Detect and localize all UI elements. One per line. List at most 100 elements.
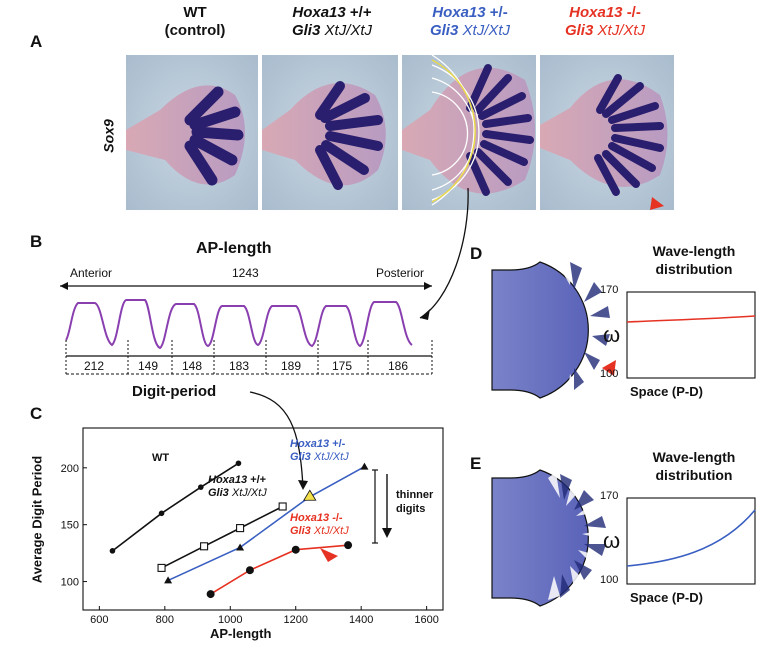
data-point	[158, 510, 165, 517]
genotype: XtJ/XtJ	[313, 525, 349, 537]
genotype: +/-	[332, 438, 346, 450]
genotype: /Xt	[346, 22, 365, 39]
data-point	[235, 460, 242, 467]
chart-x-axis-label: AP-length	[210, 626, 272, 641]
period-value: 189	[281, 359, 302, 373]
series-label-ko: Hoxa13 -/- Gli3 XtJ/XtJ	[290, 512, 349, 538]
annotation-line: digits	[396, 503, 426, 515]
wavelength-title-e: Wave-length distribution	[634, 448, 754, 484]
series-line-0	[111, 462, 239, 552]
genotype: J	[364, 22, 373, 39]
total-length-label: 1243	[232, 266, 259, 280]
limb-photo-wt	[126, 55, 258, 210]
gene-name: Hoxa13	[569, 4, 623, 21]
series-line-3	[210, 544, 349, 595]
panel-b-profile	[60, 282, 433, 375]
digit-period-arrow	[249, 391, 304, 489]
genotype: J	[502, 22, 511, 39]
panel-letter-c: C	[30, 404, 43, 423]
header-wt-line2: (control)	[164, 22, 226, 39]
omega-label-d: ω	[603, 322, 621, 347]
header-hoxa13-mm: Hoxa13 -/- Gli3 XtJ/XtJ	[535, 4, 675, 40]
limb-photo-hoxa13-mm	[540, 55, 674, 210]
gene-name: Hoxa13	[432, 4, 486, 21]
wavelength-line-d	[626, 315, 756, 323]
left-arrowhead-icon	[60, 282, 68, 290]
chart-y-axis-label: Average Digit Period	[29, 455, 45, 584]
period-value: 212	[84, 359, 105, 373]
data-point	[245, 566, 254, 575]
data-point	[278, 502, 287, 511]
ap-length-title: AP-length	[196, 240, 272, 257]
data-point	[200, 542, 209, 551]
red-arrowhead-icon	[650, 197, 664, 210]
genotype: XtJ/XtJ	[313, 451, 349, 463]
panel-letter-d: D	[470, 244, 483, 263]
series-line-1	[161, 505, 283, 569]
connector-arrow-a-b	[419, 187, 469, 319]
series-label-het: Hoxa13 +/- Gli3 XtJ/XtJ	[290, 438, 349, 464]
genotype: /Xt	[619, 22, 638, 39]
y-tick-label: 100	[61, 577, 79, 589]
chart-series	[109, 460, 369, 599]
y-tick-label: 150	[61, 520, 79, 532]
x-tick-label: 1200	[283, 614, 307, 626]
digit-period-caption: Digit-period	[132, 383, 217, 400]
title-line: distribution	[655, 467, 733, 483]
thinner-digits-bracket	[372, 469, 392, 544]
chart-average-digit-period: 600 800 1000 1200 1400 1600 100 150 200	[61, 427, 444, 626]
wavelength-title-d: Wave-length distribution	[634, 242, 754, 278]
title-line: Wave-length	[652, 449, 736, 465]
simulation-d	[491, 261, 616, 399]
data-point	[236, 524, 245, 533]
gene-name: Gli3	[291, 22, 321, 39]
arrowhead-icon	[420, 309, 430, 320]
genotype: -/-	[332, 512, 343, 524]
data-point	[206, 590, 215, 599]
wavelength-chart-e	[626, 497, 756, 585]
genotype: Xt	[597, 22, 612, 39]
x-tick-label: 800	[156, 614, 174, 626]
gene-name: Hoxa13	[290, 438, 330, 450]
x-tick-label: 600	[90, 614, 108, 626]
gene-name: Hoxa13	[292, 4, 346, 21]
space-label-e: Space (P-D)	[630, 590, 703, 605]
header-wt-line1: WT	[183, 4, 207, 21]
header-hoxa13-pm: Hoxa13 +/- Gli3 XtJ/XtJ	[400, 4, 540, 40]
gene-name: Gli3	[290, 525, 311, 537]
data-point	[157, 563, 166, 572]
wavelength-line-e	[626, 509, 756, 567]
chart-ticks: 600 800 1000 1200 1400 1600 100 150 200	[61, 463, 439, 626]
red-arrowhead-icon	[602, 360, 616, 376]
period-value: 186	[388, 359, 409, 373]
sox9-intensity-profile	[65, 299, 413, 350]
chart-frame	[82, 427, 444, 611]
data-point	[109, 548, 116, 554]
genotype: +/-	[489, 4, 508, 21]
panel-letter-a: A	[30, 32, 43, 51]
panel-letter-e: E	[470, 454, 482, 473]
wavelength-chart-d	[626, 291, 756, 379]
period-value: 183	[229, 359, 250, 373]
annotation-line: thinner	[396, 489, 434, 501]
down-arrow-icon	[382, 528, 392, 538]
gene-name: Gli3	[429, 22, 459, 39]
space-label-d: Space (P-D)	[630, 384, 703, 399]
gene-name: Gli3	[208, 487, 229, 499]
gene-name: Gli3	[564, 22, 594, 39]
title-line: distribution	[655, 261, 733, 277]
gene-name: Hoxa13	[208, 474, 248, 486]
genotype: XtJ/XtJ	[231, 487, 267, 499]
data-point	[344, 541, 353, 550]
genotype: +/+	[349, 4, 372, 21]
genotype: +/+	[250, 474, 267, 486]
data-point	[360, 462, 369, 470]
header-hoxa13-pp: Hoxa13 +/+ Gli3 XtJ/XtJ	[262, 4, 402, 40]
genotype: J	[338, 22, 347, 39]
data-point	[198, 484, 204, 490]
data-point	[164, 576, 173, 584]
x-tick-label: 1400	[349, 614, 373, 626]
x-tick-label: 1600	[414, 614, 438, 626]
genotype: J	[476, 22, 485, 39]
